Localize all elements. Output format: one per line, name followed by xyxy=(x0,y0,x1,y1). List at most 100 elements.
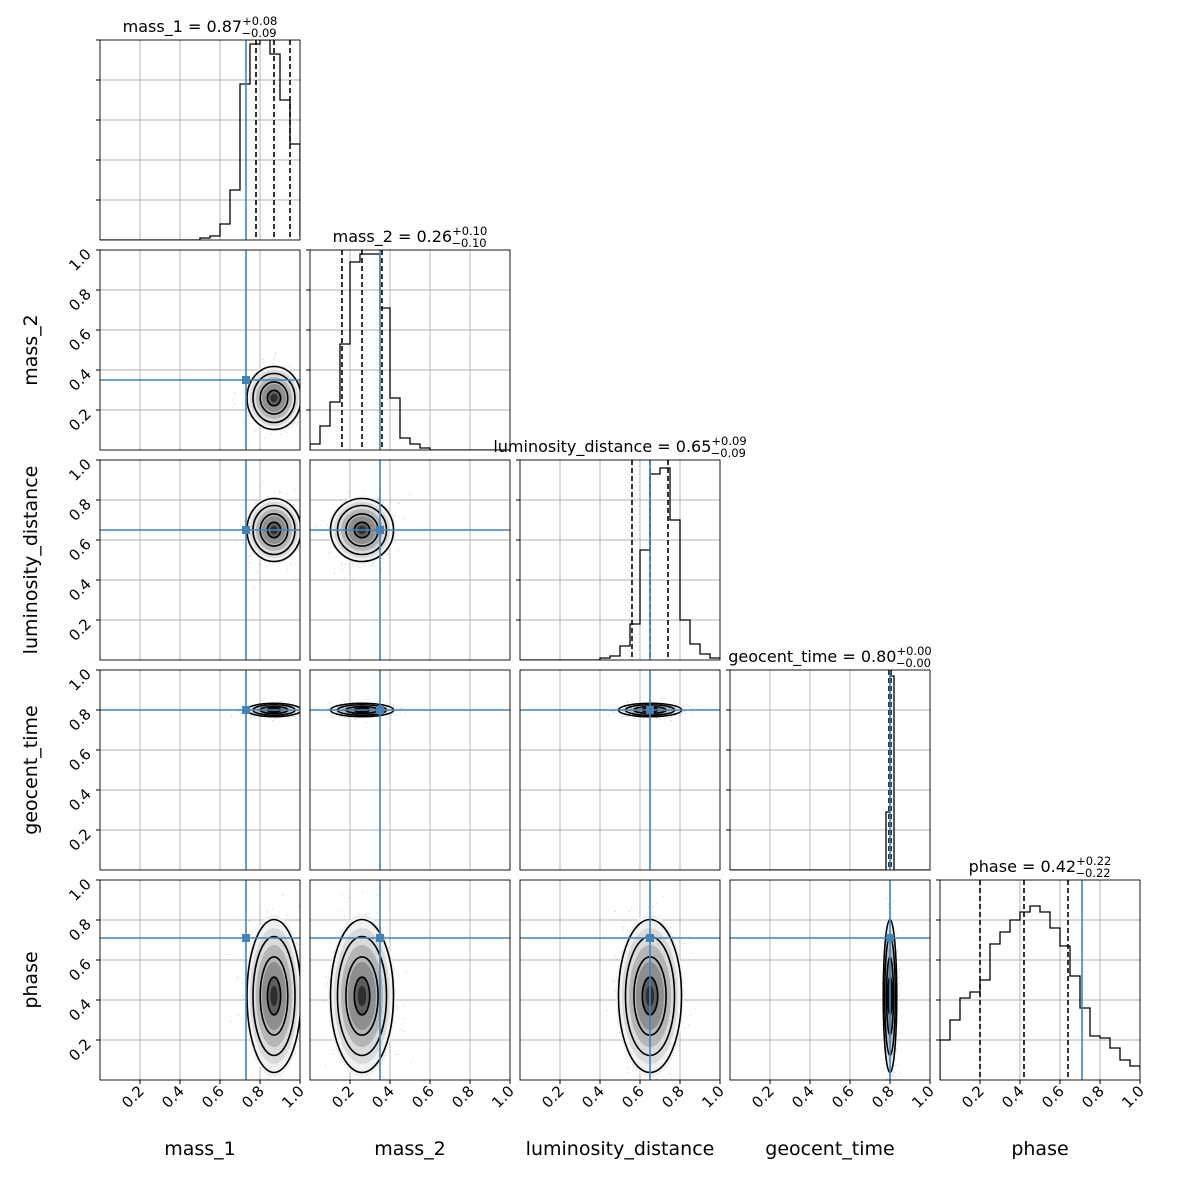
panel-border xyxy=(99,669,301,871)
truth-marker xyxy=(242,934,250,942)
truth-marker xyxy=(376,526,384,534)
scatter-content xyxy=(310,880,510,1080)
x-tick-label: 0.8 xyxy=(1078,1082,1108,1112)
panel-border xyxy=(309,879,511,1081)
y-tick-label: 0.8 xyxy=(65,705,95,735)
y-tick-label: 0.8 xyxy=(65,915,95,945)
x-tick-label: 0.4 xyxy=(368,1082,398,1112)
y-axis-luminosity_distance: 0.2 0.4 0.6 0.8 1.0 luminosity_distance xyxy=(20,455,100,654)
x-tick-label: 0.2 xyxy=(958,1082,988,1112)
panel-title-luminosity_distance: luminosity_distance = 0.65+0.09 −0.09 xyxy=(493,434,746,460)
y-tick-label: 0.2 xyxy=(65,825,95,855)
x-axis-label-phase: phase xyxy=(1011,1138,1068,1160)
density-level xyxy=(270,985,278,1007)
x-tick-label: 0.4 xyxy=(998,1082,1028,1112)
panel-border xyxy=(99,39,301,241)
y-tick-label: 0.4 xyxy=(65,365,95,395)
panel-title-geocent_time: geocent_time = 0.80+0.00 −0.00 xyxy=(728,644,931,670)
scatter-panel-mass_1-vs-phase xyxy=(99,879,301,1081)
x-tick-label: 0.2 xyxy=(328,1082,358,1112)
panel-border xyxy=(309,249,511,451)
hist-panel-mass_1: mass_1 = 0.87+0.08 −0.09 xyxy=(96,14,301,241)
contour-line xyxy=(336,935,388,1057)
x-tick-label: 0.6 xyxy=(1038,1082,1068,1112)
panel-title-mass_2: mass_2 = 0.26+0.10 −0.10 xyxy=(333,224,488,250)
y-axis-mass_2: 0.2 0.4 0.6 0.8 1.0 mass_2 xyxy=(20,245,100,435)
y-tick-label: 1.0 xyxy=(65,455,95,485)
x-tick-label: 0.6 xyxy=(828,1082,858,1112)
contour-line xyxy=(252,935,296,1057)
scatter-panel-geocent_time-vs-phase xyxy=(729,879,931,1081)
contour-line xyxy=(246,365,300,431)
y-tick-label: 0.6 xyxy=(65,955,95,985)
x-tick-label: 1.0 xyxy=(278,1082,308,1112)
hist-step-mass_2 xyxy=(310,253,510,450)
scatter-panel-mass_1-vs-geocent_time xyxy=(99,669,301,871)
x-tick-label: 1.0 xyxy=(698,1082,728,1112)
x-tick-label: 0.4 xyxy=(158,1082,188,1112)
contour-line xyxy=(259,381,289,415)
scatter-content xyxy=(100,460,300,660)
y-tick-label: 0.2 xyxy=(65,405,95,435)
x-axis-label-mass_1: mass_1 xyxy=(164,1138,236,1160)
contour-line xyxy=(252,372,296,424)
hist-step-mass_1 xyxy=(100,40,300,240)
contour-line xyxy=(266,389,282,407)
scatter-panel-mass_2-vs-luminosity_distance xyxy=(309,459,511,661)
scatter-content xyxy=(310,670,510,870)
x-tick-label: 0.8 xyxy=(448,1082,478,1112)
panel-border xyxy=(309,669,511,871)
x-axis-label-geocent_time: geocent_time xyxy=(765,1138,894,1160)
y-axis-label-geocent_time: geocent_time xyxy=(20,705,42,834)
density-level xyxy=(270,393,278,403)
panel-border xyxy=(519,669,721,871)
scatter-panel-luminosity_distance-vs-geocent_time xyxy=(519,669,721,871)
hist-step-phase xyxy=(940,905,1140,1080)
y-tick-label: 0.4 xyxy=(65,995,95,1025)
truth-marker xyxy=(242,706,250,714)
x-axis-geocent_time: 0.2 0.4 0.6 0.8 1.0 geocent_time xyxy=(748,1080,938,1160)
panel-border xyxy=(519,459,721,661)
y-axis-label-luminosity_distance: luminosity_distance xyxy=(20,466,42,655)
contour-line xyxy=(266,976,282,1016)
x-axis-label-luminosity_distance: luminosity_distance xyxy=(526,1138,715,1160)
contour-line xyxy=(345,956,379,1036)
truth-marker xyxy=(376,706,384,714)
y-tick-label: 1.0 xyxy=(65,245,95,275)
panel-border xyxy=(939,879,1141,1081)
truth-marker xyxy=(376,934,384,942)
contour-line xyxy=(259,956,289,1036)
panel-border xyxy=(729,879,931,1081)
contour-line xyxy=(246,918,300,1074)
y-axis-geocent_time: 0.2 0.4 0.6 0.8 1.0 geocent_time xyxy=(20,665,100,855)
truth-marker xyxy=(646,706,654,714)
scatter-content xyxy=(100,670,300,870)
x-axis-luminosity_distance: 0.2 0.4 0.6 0.8 1.0 luminosity_distance xyxy=(526,1080,728,1160)
y-axis-label-mass_2: mass_2 xyxy=(20,314,42,386)
x-tick-label: 0.8 xyxy=(868,1082,898,1112)
scatter-content xyxy=(310,460,510,660)
hist-panel-geocent_time: geocent_time = 0.80+0.00 −0.00 xyxy=(726,644,932,871)
scatter-panel-mass_1-vs-mass_2 xyxy=(99,249,301,451)
panel-title-phase: phase = 0.42+0.22 −0.22 xyxy=(969,854,1112,880)
scatter-panel-mass_2-vs-geocent_time xyxy=(309,669,511,871)
scatter-content xyxy=(730,880,930,1080)
contour-line xyxy=(329,918,395,1074)
x-tick-label: 0.6 xyxy=(618,1082,648,1112)
x-tick-label: 0.6 xyxy=(198,1082,228,1112)
y-tick-label: 0.6 xyxy=(65,535,95,565)
hist-panel-phase: phase = 0.42+0.22 −0.22 xyxy=(936,854,1141,1081)
x-tick-label: 0.8 xyxy=(238,1082,268,1112)
truth-marker xyxy=(242,526,250,534)
x-tick-label: 0.6 xyxy=(408,1082,438,1112)
hist-panel-luminosity_distance: luminosity_distance = 0.65+0.09 −0.09 xyxy=(493,434,747,661)
scatter-content xyxy=(520,880,720,1080)
truth-marker xyxy=(886,934,894,942)
x-tick-label: 1.0 xyxy=(908,1082,938,1112)
y-tick-label: 0.6 xyxy=(65,325,95,355)
panel-title-mass_1: mass_1 = 0.87+0.08 −0.09 xyxy=(123,14,278,40)
hist-step-luminosity_distance xyxy=(520,467,720,660)
y-tick-label: 0.8 xyxy=(65,495,95,525)
panel-border xyxy=(519,879,721,1081)
scatter-panel-mass_1-vs-luminosity_distance xyxy=(99,459,301,661)
